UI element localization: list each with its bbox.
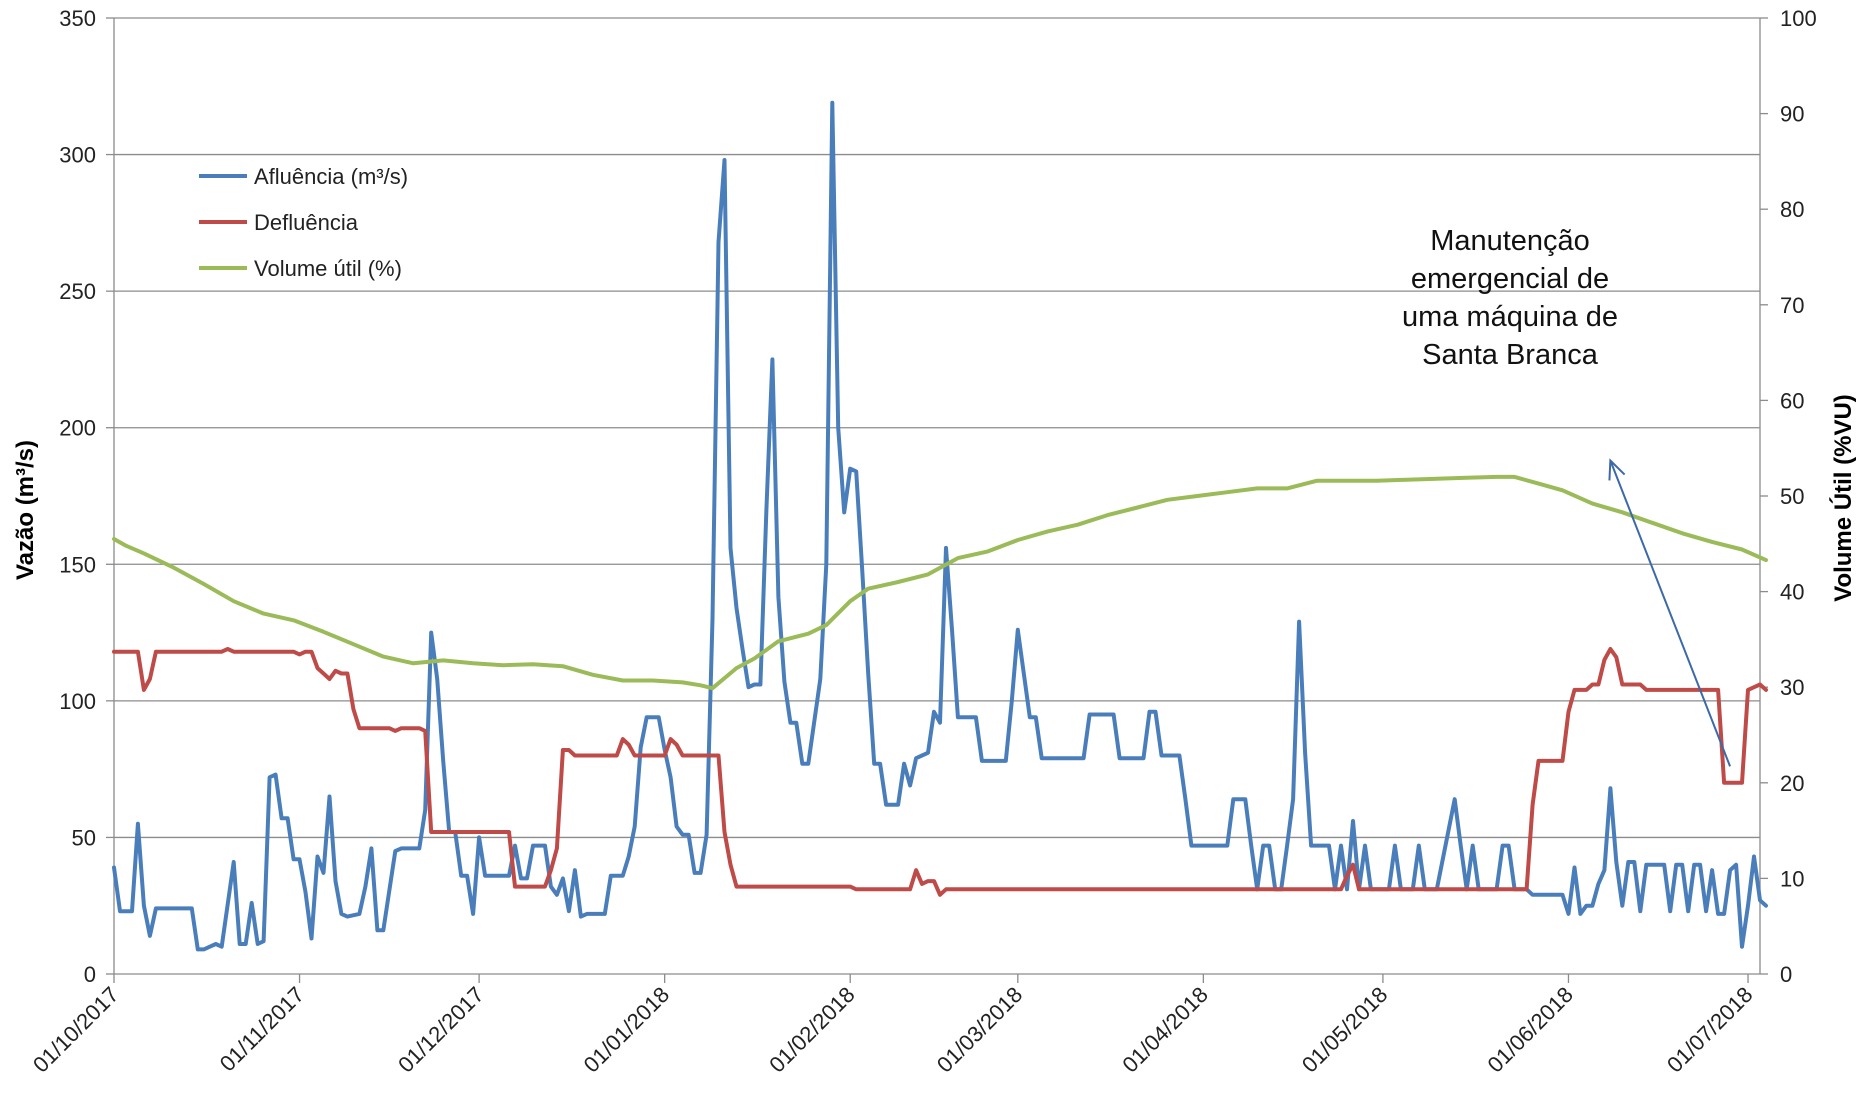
- annotation-text-line: uma máquina de: [1402, 301, 1618, 333]
- x-tick-label: 01/07/2018: [1662, 982, 1758, 1078]
- x-tick-label: 01/06/2018: [1482, 982, 1578, 1078]
- x-tick-label: 01/01/2018: [579, 982, 675, 1078]
- y2-axis-title: Volume Útil (%VU): [1829, 394, 1857, 602]
- left-tick-label: 150: [59, 552, 96, 577]
- legend-label-2: Defluência: [254, 210, 359, 235]
- annotation-text-line: emergencial de: [1411, 263, 1609, 295]
- right-tick-label: 60: [1780, 388, 1804, 413]
- series-line-3: [112, 474, 1768, 691]
- x-tick-label: 01/04/2018: [1117, 982, 1213, 1078]
- right-tick-label: 40: [1780, 580, 1804, 605]
- right-tick-label: 50: [1780, 484, 1804, 509]
- y-axis-title: Vazão (m³/s): [12, 440, 39, 580]
- legend-label-1: Afluência (m³/s): [254, 164, 408, 189]
- left-tick-label: 100: [59, 689, 96, 714]
- right-tick-label: 90: [1780, 102, 1804, 127]
- right-tick-label: 10: [1780, 866, 1804, 891]
- x-tick-label: 01/11/2017: [215, 982, 309, 1076]
- series-line-1: [112, 100, 1768, 952]
- annotation: Manutenção emergencial de uma máquina de Sa…: [1402, 225, 1732, 767]
- x-tick-label: 01/12/2017: [393, 982, 489, 1078]
- left-tick-label: 300: [59, 143, 96, 168]
- right-tick-label: 80: [1780, 197, 1804, 222]
- right-axis-ticks: 0 10 20 30 40 50 60 70 80 90 100: [1780, 6, 1817, 987]
- left-axis-ticks: 0 50 100 150 200 250 300 350: [59, 6, 96, 987]
- left-tick-label: 0: [84, 962, 96, 987]
- annotation-text-line: Santa Branca: [1422, 339, 1599, 371]
- x-tick-label: 01/10/2017: [28, 982, 124, 1078]
- right-tick-label: 0: [1780, 962, 1792, 987]
- left-tick-label: 350: [59, 6, 96, 31]
- series-lines: [112, 100, 1768, 952]
- gridlines: [114, 17, 1760, 839]
- right-tick-label: 100: [1780, 6, 1817, 31]
- x-tick-label: 01/03/2018: [932, 982, 1028, 1078]
- annotation-text-line: Manutenção: [1430, 225, 1590, 257]
- x-axis-ticks: 01/10/2017 01/11/2017 01/12/2017 01/01/2018…: [28, 982, 1758, 1078]
- left-tick-label: 50: [72, 825, 96, 850]
- right-tick-label: 30: [1780, 675, 1804, 700]
- axes: [106, 17, 1768, 983]
- left-tick-label: 200: [59, 416, 96, 441]
- x-tick-label: 01/02/2018: [764, 982, 860, 1078]
- legend-label-3: Volume útil (%): [254, 256, 402, 281]
- annotation-arrow-line: [1609, 460, 1732, 767]
- legend: Afluência (m³/s) Defluência Volume útil (%…: [199, 164, 408, 281]
- right-tick-label: 70: [1780, 293, 1804, 318]
- right-tick-label: 20: [1780, 771, 1804, 796]
- left-tick-label: 250: [59, 279, 96, 304]
- series-line-2: [112, 647, 1768, 897]
- x-tick-label: 01/05/2018: [1297, 982, 1393, 1078]
- annotation-arrow-head: [1608, 458, 1626, 481]
